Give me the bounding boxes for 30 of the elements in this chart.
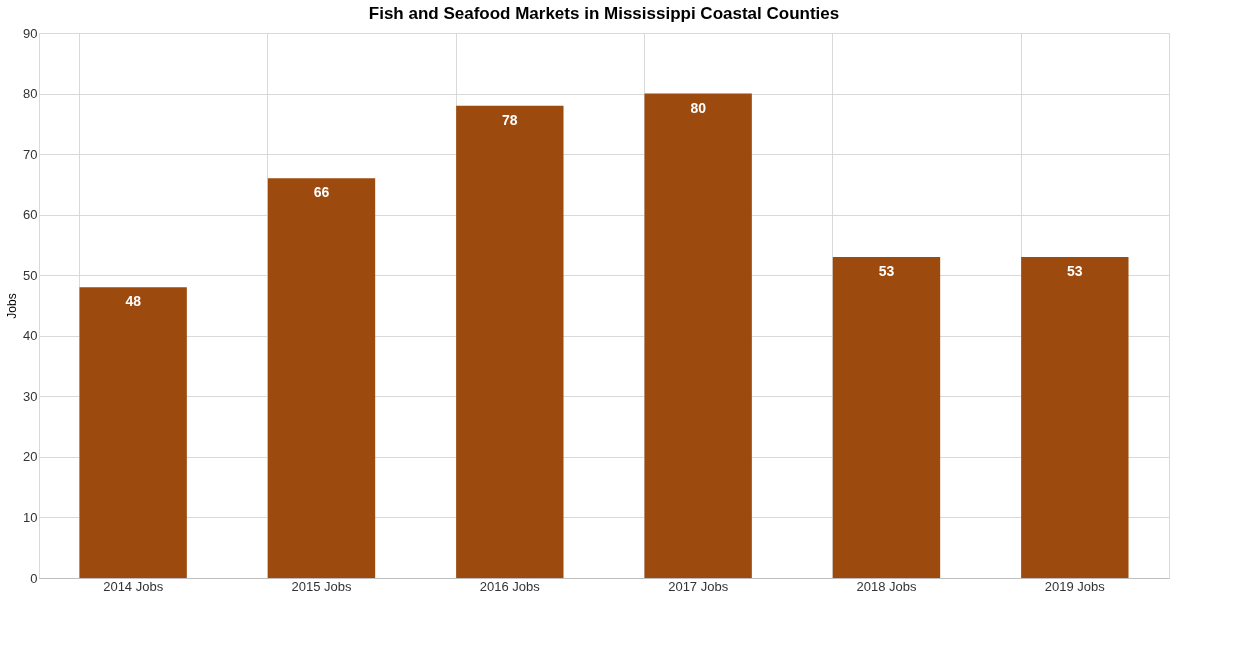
bar [644, 93, 752, 578]
y-tick-label: 80 [23, 86, 38, 102]
data-label: 66 [313, 184, 330, 201]
x-tick-label: 2017 Jobs [668, 578, 729, 594]
x-tick-label: 2015 Jobs [291, 578, 352, 594]
x-tick-label: 2014 Jobs [103, 578, 164, 594]
bar [456, 105, 564, 578]
data-label: 78 [502, 111, 518, 128]
bar [79, 287, 187, 578]
x-tick-label: 2019 Jobs [1044, 578, 1106, 594]
y-tick-label: 70 [23, 146, 38, 162]
y-tick-label: 40 [23, 328, 38, 344]
y-axis-title: Jobs [5, 293, 20, 319]
y-tick-label: 10 [23, 509, 38, 525]
y-tick-label: 60 [23, 207, 38, 223]
y-tick-label: 0 [30, 570, 38, 586]
data-label: 53 [1067, 263, 1083, 280]
bar [1021, 257, 1129, 578]
chart-title: Fish and Seafood Markets in Mississippi Coastal Counties [368, 4, 840, 23]
x-tick-label: 2018 Jobs [856, 578, 917, 594]
y-tick-label: 50 [23, 267, 38, 283]
bar [832, 257, 941, 578]
y-tick-label: 20 [23, 449, 38, 465]
y-tick-label: 30 [23, 388, 38, 404]
data-label: 53 [878, 263, 895, 280]
data-label: 48 [125, 293, 142, 310]
data-label: 80 [690, 99, 707, 116]
y-tick-label: 90 [23, 25, 38, 41]
bar [267, 178, 376, 578]
x-tick-label: 2016 Jobs [479, 578, 541, 594]
